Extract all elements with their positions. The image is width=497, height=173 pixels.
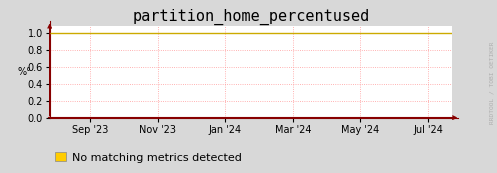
Legend: No matching metrics detected: No matching metrics detected xyxy=(55,152,242,162)
Title: partition_home_percentused: partition_home_percentused xyxy=(132,8,370,25)
Y-axis label: %°: %° xyxy=(18,67,31,77)
Text: RRDTOOL / TOBI OETIKER: RRDTOOL / TOBI OETIKER xyxy=(490,42,495,124)
